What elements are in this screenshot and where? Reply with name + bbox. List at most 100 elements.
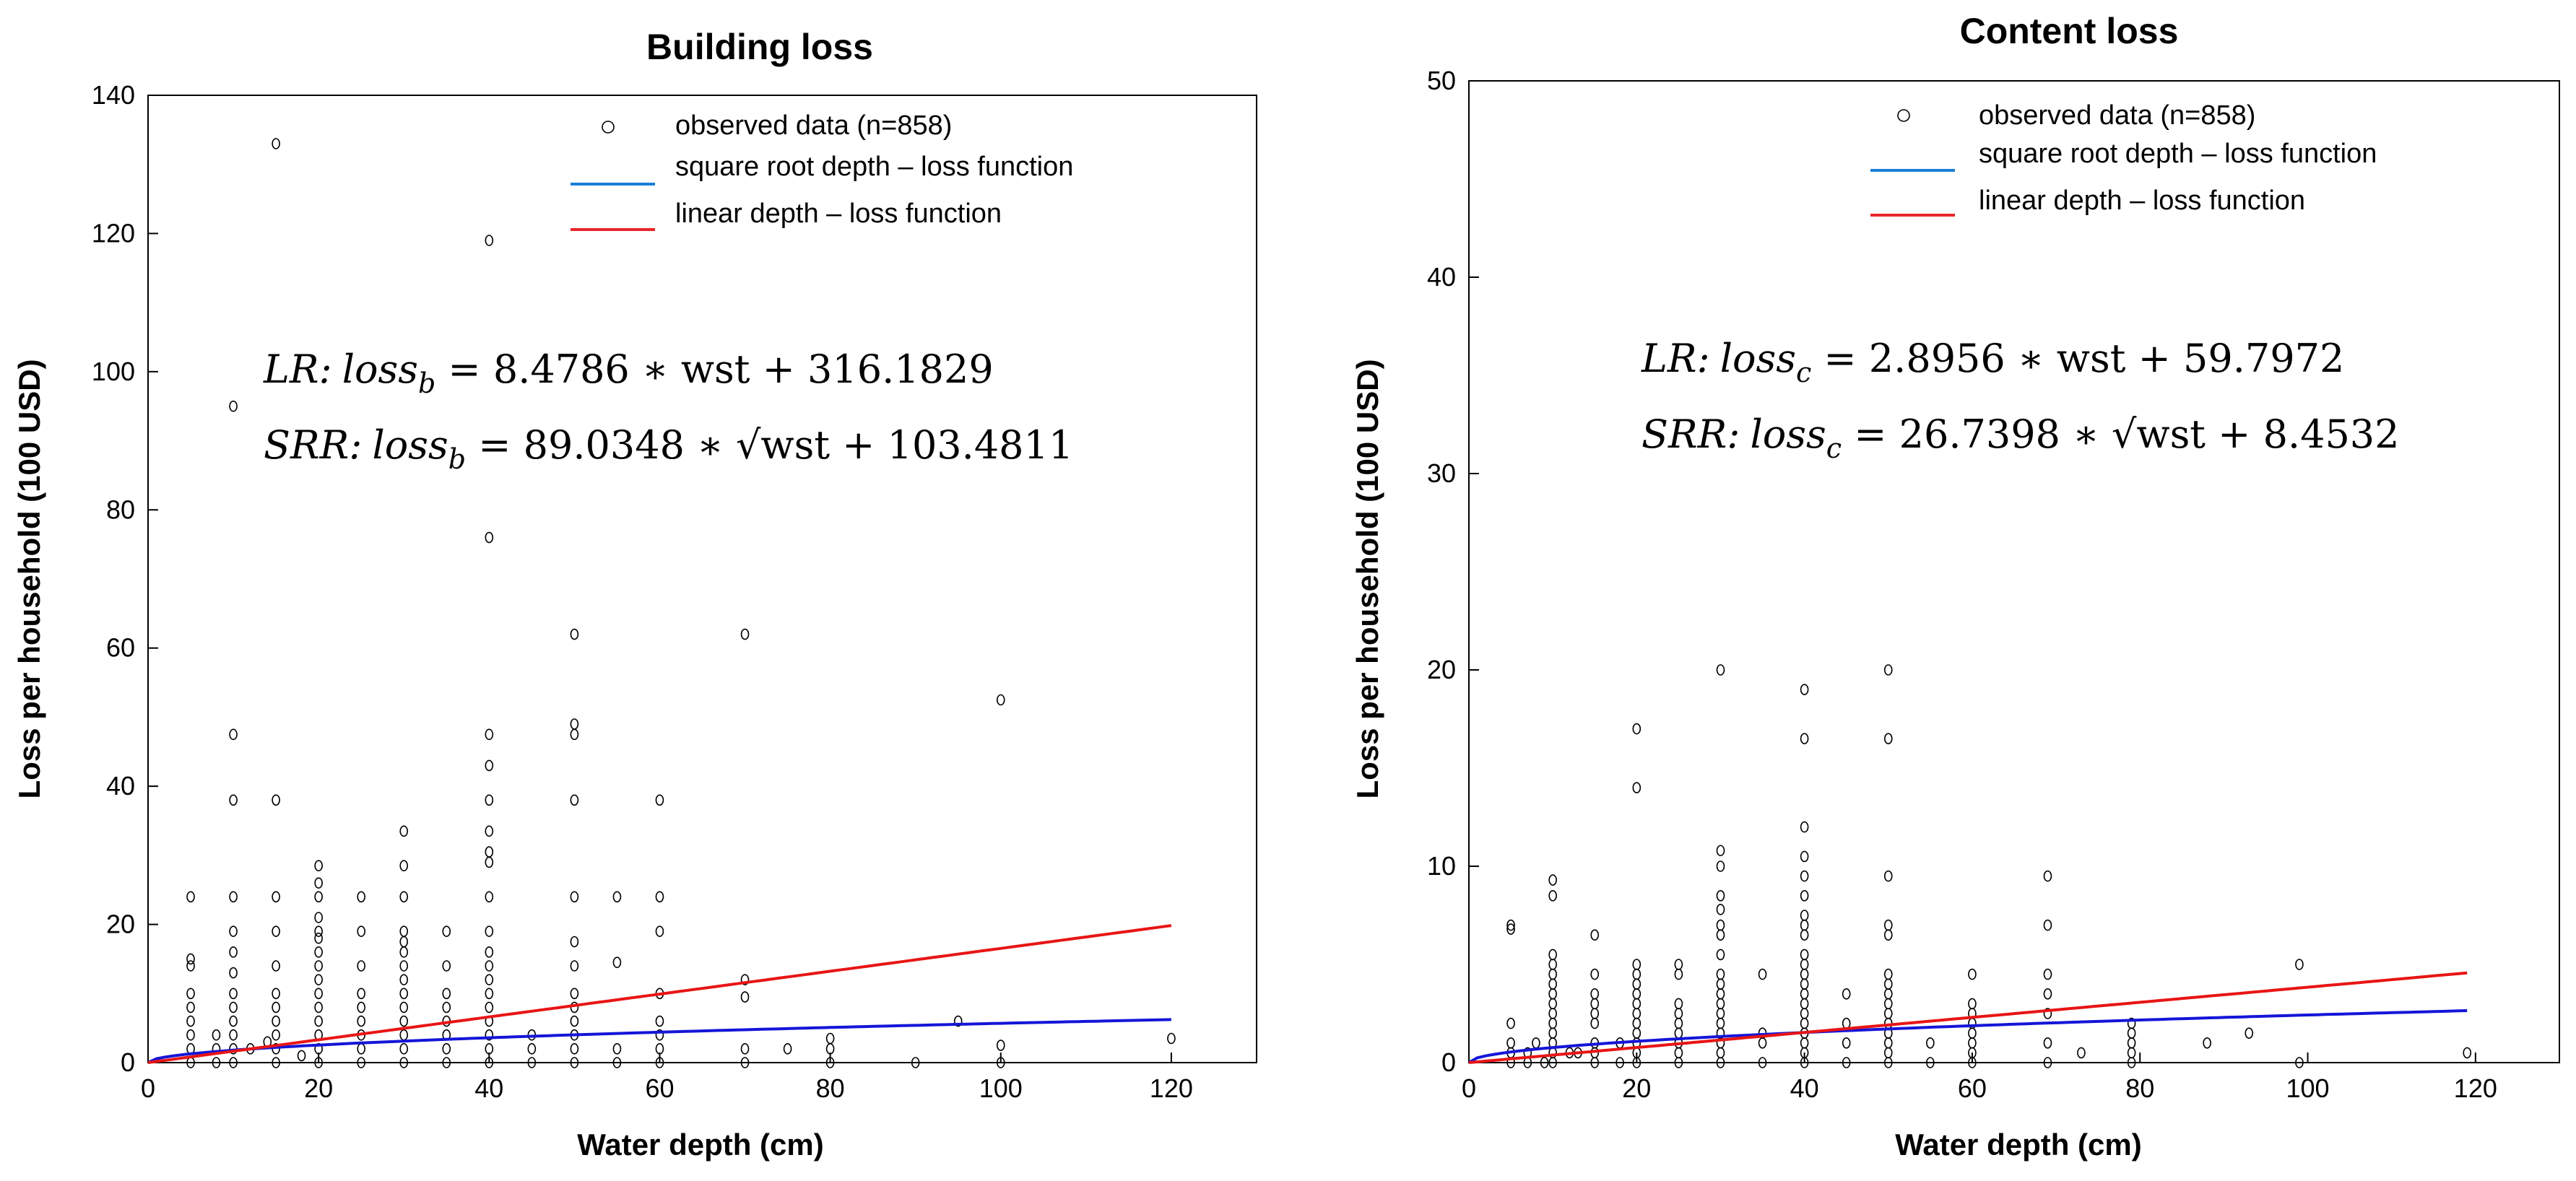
data-point [2295,1057,2304,1068]
data-point [1590,968,1600,980]
data-point [1506,919,1515,931]
data-point [1548,874,1557,886]
equation-lr: LR: lossb = 8.4786 ∗ wst + 316.1829 [263,347,994,399]
legend-marker-observed [602,121,615,134]
data-point [357,891,365,903]
data-point [2043,919,2052,931]
eq-sub: b [448,443,466,475]
y-axis-label: Loss per household (100 USD) [12,359,46,798]
data-point [314,946,323,958]
data-point [1632,968,1642,980]
legend-label-sqrt: square root depth – loss function [675,152,1073,182]
sqrt-fit-line [1468,1009,2468,1064]
data-point [1674,1008,1683,1019]
data-point [1842,988,1851,1000]
data-point [1632,1027,1642,1039]
data-point [1883,870,1893,882]
data-point [2043,1037,2052,1049]
y-tick-label: 40 [1427,262,1456,292]
data-point [1716,860,1725,872]
y-tick-label: 100 [92,357,135,386]
data-point [1800,998,1809,1010]
data-point [229,794,238,806]
data-point [485,728,494,741]
data-point [229,967,238,979]
data-point [1800,978,1809,990]
data-point [825,1032,835,1045]
data-point [314,1057,323,1068]
data-point [1968,1027,1977,1039]
data-point [1548,949,1557,961]
data-point [1548,959,1557,970]
data-point [485,974,494,985]
data-point [1800,929,1809,941]
x-tick-label: 60 [1958,1073,1987,1103]
data-point [740,1043,750,1055]
data-point [357,1001,365,1014]
data-point [485,1029,494,1041]
data-point [1716,890,1725,902]
data-point [2127,1047,2136,1059]
data-point [186,988,195,1000]
eq-sub: c [1826,432,1842,464]
data-point [1758,968,1767,980]
data-point [314,860,323,872]
data-point [1632,1008,1642,1019]
data-point [2043,870,2052,882]
data-point [314,932,323,944]
data-point [1548,968,1557,980]
y-tick-label: 20 [1427,655,1456,684]
eq-loss: loss [1720,336,1796,381]
data-point [2245,1027,2254,1039]
eq-rest: = 26.7398 ∗ √wst + 8.4532 [1842,411,2399,457]
data-point [272,1015,280,1027]
data-point [1716,949,1725,961]
y-tick-label: 0 [121,1047,135,1077]
data-point [1590,988,1600,1000]
data-point [485,235,494,246]
data-point [229,1001,238,1014]
data-point [1590,1008,1600,1019]
data-point [2043,988,2052,1000]
legend-label-observed: observed data (n=858) [1979,100,2255,131]
data-point [357,988,365,1000]
data-point [1506,1017,1515,1029]
data-point [655,1043,664,1055]
data-point [2077,1047,2086,1059]
data-point [272,1001,280,1014]
data-point [314,877,323,889]
data-point [272,794,280,806]
data-point [1758,1057,1767,1068]
svg-text:SRR:lossc = 26.7398 ∗ √wst + 8: SRR: lossc = 26.7398 ∗ √wst + 8.4532 [1642,411,2400,464]
y-tick-label: 80 [106,494,135,524]
legend-marker-observed [1897,109,1910,122]
data-point [911,1057,920,1068]
data-point [1716,929,1725,941]
data-point [399,891,409,903]
axis-ticks: 0 20 40 60 80 100 120 0 10 20 30 40 50 [1427,66,2497,1103]
axis-ticks: 0 20 40 60 80 100 120 0 20 40 60 80 100 120 140 [92,80,1193,1103]
data-point [442,1057,451,1068]
y-axis-label: Loss per household (100 USD) [1350,359,1384,798]
data-point [1548,1027,1557,1039]
eq-loss: loss [373,422,448,468]
data-point [314,925,323,937]
data-point [1167,1032,1176,1045]
data-point [1800,1008,1809,1019]
data-point [1758,1037,1767,1049]
data-point [357,1057,365,1068]
data-point [570,988,579,1000]
data-point [1883,978,1893,990]
data-point [272,960,280,972]
data-point [2043,1008,2052,1019]
data-point [2127,1027,2136,1039]
data-point [570,1015,579,1027]
x-tick-label: 20 [1622,1073,1651,1103]
data-point [1800,910,1809,921]
data-point [1883,988,1893,1000]
data-point [1883,1047,1893,1059]
data-point [442,1043,451,1055]
data-point [2463,1047,2472,1059]
data-point [1800,821,1809,833]
fit-curves [1468,971,2468,1064]
